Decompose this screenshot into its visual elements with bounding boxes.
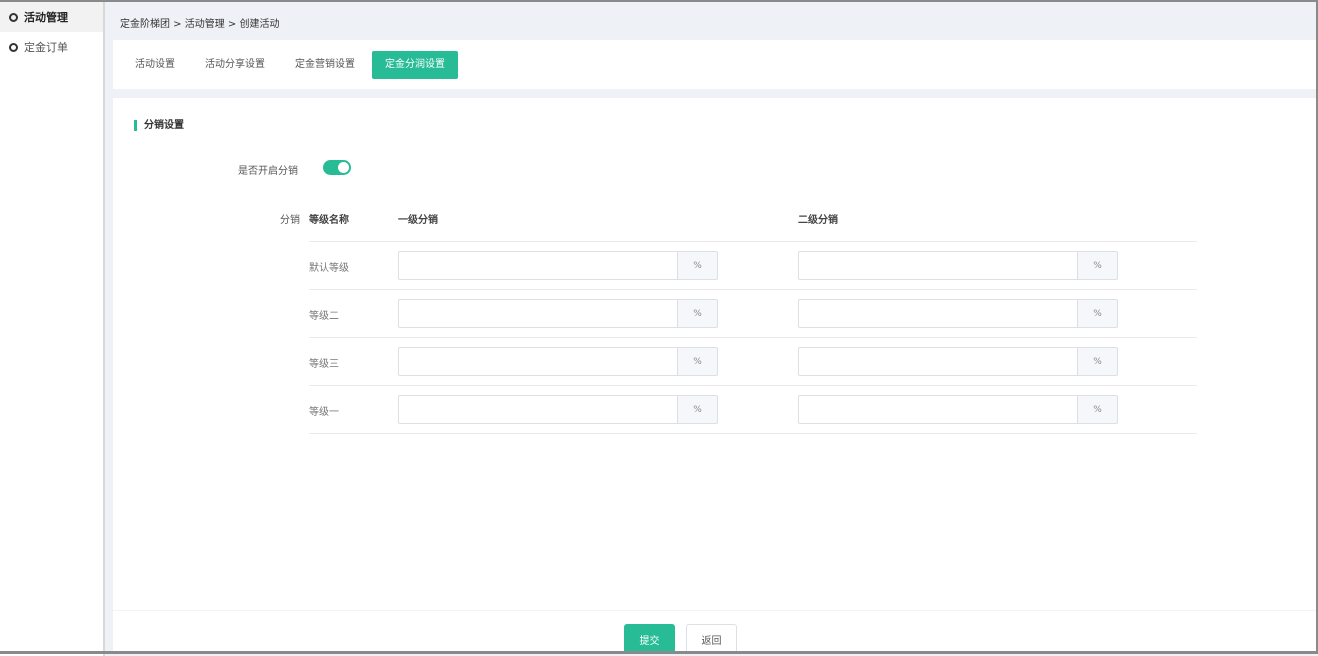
level1-percent-input: % — [398, 347, 718, 376]
tab-bar: 活动设置 活动分享设置 定金营销设置 定金分润设置 — [113, 40, 1316, 89]
sidebar: 活动管理 定金订单 — [0, 2, 105, 656]
window-border — [0, 651, 1316, 654]
percent-suffix: % — [677, 348, 717, 375]
row-level-name: 等级一 — [309, 407, 339, 418]
sidebar-item-activity-management[interactable]: 活动管理 — [0, 2, 103, 32]
level1-percent-input: % — [398, 251, 718, 280]
circle-icon — [9, 42, 18, 52]
row-divider — [309, 241, 1197, 242]
tab-marketing-settings[interactable]: 定金营销设置 — [295, 58, 355, 70]
breadcrumb: 定金阶梯团 > 活动管理 > 创建活动 — [120, 19, 280, 30]
row-divider — [309, 385, 1197, 386]
back-button[interactable]: 返回 — [686, 624, 737, 654]
level2-percent-input: % — [798, 347, 1118, 376]
row-level-name: 等级三 — [309, 359, 339, 370]
circle-icon — [9, 12, 18, 22]
row-level-name: 等级二 — [309, 311, 339, 322]
tab-activity-settings[interactable]: 活动设置 — [135, 58, 175, 70]
level2-input[interactable] — [799, 348, 1077, 375]
percent-suffix: % — [1077, 396, 1117, 423]
section-title: 分销设置 — [134, 120, 184, 131]
level2-percent-input: % — [798, 395, 1118, 424]
row-divider — [309, 337, 1197, 338]
level1-input[interactable] — [399, 300, 677, 327]
row-level-name: 默认等级 — [309, 263, 349, 274]
footer: 提交 返回 — [113, 610, 1316, 654]
table-label: 分销 — [280, 215, 300, 226]
level1-input[interactable] — [399, 252, 677, 279]
level2-percent-input: % — [798, 251, 1118, 280]
percent-suffix: % — [1077, 300, 1117, 327]
level1-input[interactable] — [399, 396, 677, 423]
row-divider — [309, 433, 1197, 434]
percent-suffix: % — [677, 300, 717, 327]
level2-input[interactable] — [799, 252, 1077, 279]
distribution-card: 分销设置 是否开启分销 分销 等级名称 一级分销 二级分销 默认等级%% 等级二%… — [113, 98, 1316, 610]
percent-suffix: % — [1077, 252, 1117, 279]
percent-suffix: % — [677, 396, 717, 423]
toggle-label: 是否开启分销 — [238, 166, 298, 177]
tab-share-settings[interactable]: 活动分享设置 — [205, 58, 265, 70]
header-level-name: 等级名称 — [309, 215, 349, 226]
tab-profit-settings[interactable]: 定金分润设置 — [372, 50, 458, 79]
sidebar-item-deposit-orders[interactable]: 定金订单 — [0, 32, 103, 62]
level2-input[interactable] — [799, 396, 1077, 423]
header-level1: 一级分销 — [398, 215, 438, 226]
header-level2: 二级分销 — [798, 215, 838, 226]
level1-input[interactable] — [399, 348, 677, 375]
level1-percent-input: % — [398, 395, 718, 424]
submit-button[interactable]: 提交 — [624, 624, 675, 654]
level2-input[interactable] — [799, 300, 1077, 327]
level2-percent-input: % — [798, 299, 1118, 328]
level1-percent-input: % — [398, 299, 718, 328]
row-divider — [309, 289, 1197, 290]
percent-suffix: % — [1077, 348, 1117, 375]
distribution-toggle[interactable] — [323, 160, 351, 175]
percent-suffix: % — [677, 252, 717, 279]
